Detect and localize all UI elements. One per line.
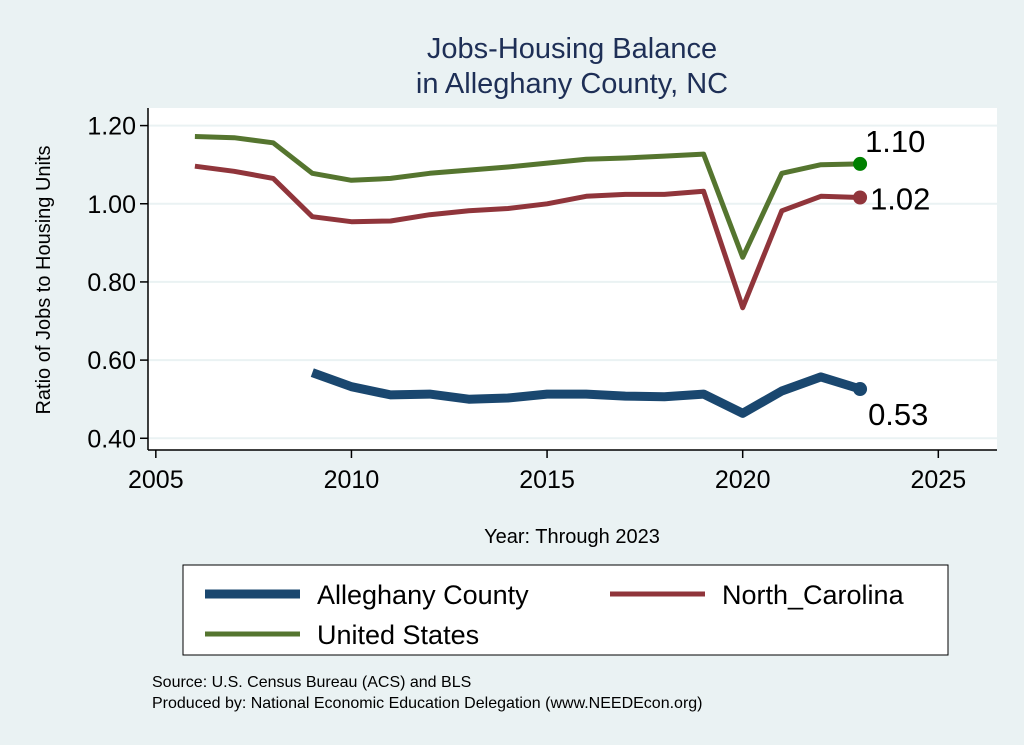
x-tick-label: 2015 xyxy=(519,466,575,494)
legend-label: North_Carolina xyxy=(722,580,905,610)
y-tick-label: 0.60 xyxy=(87,347,136,375)
y-axis-label: Ratio of Jobs to Housing Units xyxy=(33,145,55,414)
y-tick-label: 1.00 xyxy=(87,191,136,219)
chart-title-line-2: in Alleghany County, NC xyxy=(416,68,728,100)
y-tick-label: 1.20 xyxy=(87,113,136,141)
chart-title-line-1: Jobs-Housing Balance xyxy=(427,33,717,65)
end-point-marker xyxy=(853,156,868,171)
y-tick-label: 0.80 xyxy=(87,269,136,297)
x-tick-label: 2020 xyxy=(715,466,771,494)
legend-label: Alleghany County xyxy=(317,580,529,610)
series-line-alleghany-county xyxy=(310,368,862,418)
source-note: Source: U.S. Census Bureau (ACS) and BLS xyxy=(152,674,471,691)
x-tick-label: 2005 xyxy=(128,466,184,494)
x-tick-label: 2025 xyxy=(911,466,967,494)
series-line-north-carolina xyxy=(194,163,861,311)
y-tick-label: 0.40 xyxy=(87,425,136,453)
x-axis-label: Year: Through 2023 xyxy=(484,526,660,548)
legend-label: United States xyxy=(317,620,479,650)
end-value-label: 1.02 xyxy=(870,182,930,217)
end-point-marker xyxy=(853,190,868,205)
end-value-label: 0.53 xyxy=(868,397,928,432)
end-value-label: 1.10 xyxy=(865,124,925,159)
series-line-united-states xyxy=(194,134,861,260)
x-tick-label: 2010 xyxy=(324,466,380,494)
producer-note: Produced by: National Economic Education… xyxy=(152,695,703,712)
legend xyxy=(182,564,949,656)
end-point-marker xyxy=(853,382,868,397)
